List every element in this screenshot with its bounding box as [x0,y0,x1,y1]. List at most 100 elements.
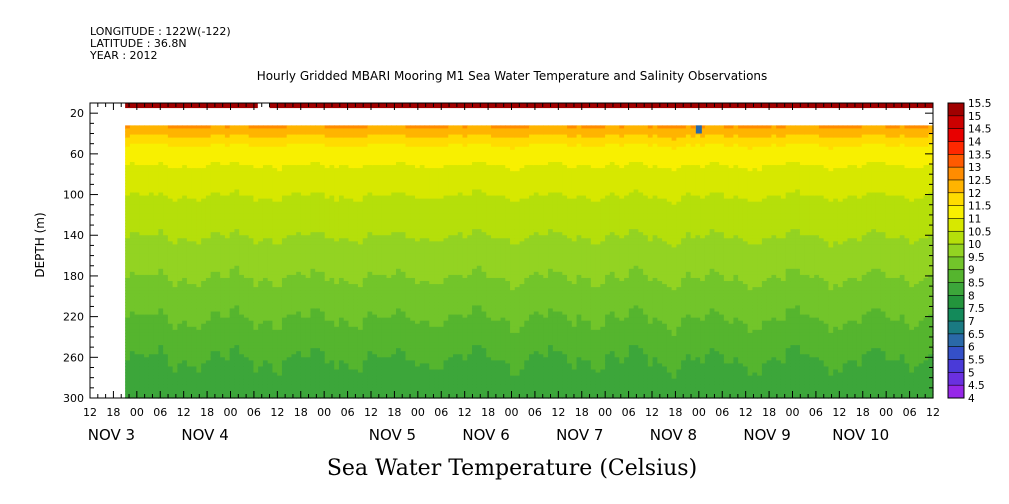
temperature-cell [186,198,193,203]
temperature-cell [153,177,159,181]
temperature-cell [182,268,188,273]
temperature-cell [139,265,145,270]
temperature-cell [182,247,188,252]
temperature-cell [182,366,188,371]
temperature-cell [134,232,140,236]
temperature-cell [125,189,131,194]
temperature-cell [210,366,217,371]
temperature-cell [201,158,207,163]
temperature-cell [139,162,145,166]
temperature-cell [201,369,207,374]
temperature-cell [167,290,174,294]
temperature-cell [139,302,145,307]
temperature-cell [191,128,198,133]
temperature-cell [158,274,164,279]
temperature-cell [201,320,207,325]
temperature-cell [139,253,145,258]
temperature-cell [139,195,145,200]
temperature-cell [215,204,221,209]
temperature-cell [158,232,164,236]
temperature-cell [158,162,164,166]
temperature-cell [144,192,150,197]
temperature-cell [129,387,136,392]
temperature-cell [177,204,183,209]
temperature-cell [125,174,131,178]
temperature-cell [220,284,226,288]
temperature-cell [201,296,207,300]
temperature-cell [125,152,131,157]
temperature-cell [153,259,159,264]
temperature-cell [215,143,221,148]
latitude-label: LATITUDE : 36.8N [90,37,187,50]
temperature-cell [196,241,202,245]
temperature-cell [129,152,136,157]
temperature-cell [172,302,178,307]
temperature-cell [144,366,150,371]
temperature-cell [153,189,159,194]
temperature-cell [210,271,217,276]
temperature-cell [167,314,174,319]
temperature-cell [129,265,136,270]
temperature-cell [139,241,145,245]
temperature-cell [172,223,178,227]
temperature-cell [196,232,202,236]
temperature-cell [148,253,155,258]
temperature-cell [182,363,188,368]
temperature-cell [158,171,164,175]
temperature-cell [163,174,169,178]
temperature-cell [220,128,226,133]
temperature-cell [201,238,207,242]
temperature-cell [210,131,217,136]
temperature-cell [196,354,202,358]
temperature-cell [201,183,207,188]
temperature-cell [215,137,221,142]
temperature-cell [139,317,145,322]
temperature-cell [210,241,217,245]
temperature-cell [220,171,226,175]
temperature-cell [210,152,217,157]
temperature-cell [205,162,212,166]
temperature-cell [215,348,221,352]
temperature-cell [191,308,198,313]
temperature-cell [153,250,159,255]
temperature-cell [220,247,226,252]
temperature-cell [144,134,150,139]
temperature-cell [191,390,198,395]
temperature-cell [186,296,193,300]
temperature-cell [224,131,231,136]
temperature-cell [158,366,164,371]
temperature-cell [125,293,131,297]
temperature-cell [210,302,217,307]
temperature-cell [201,223,207,227]
temperature-cell [201,155,207,160]
temperature-cell [144,323,150,328]
temperature-cell [148,168,155,172]
temperature-cell [153,360,159,365]
temperature-cell [215,345,221,349]
temperature-cell [205,223,212,227]
temperature-cell [148,326,155,331]
temperature-cell [158,287,164,291]
temperature-cell [215,366,221,371]
temperature-cell [144,281,150,285]
temperature-cell [172,183,178,188]
temperature-cell [163,143,169,148]
temperature-cell [215,351,221,355]
temperature-cell [210,247,217,252]
temperature-cell [196,375,202,380]
temperature-cell [163,335,169,340]
temperature-cell [163,363,169,368]
temperature-cell [224,146,231,151]
temperature-cell [220,274,226,279]
temperature-cell [215,140,221,145]
temperature-cell [134,165,140,169]
temperature-cell [205,314,212,319]
temperature-cell [186,140,193,145]
temperature-cell [158,363,164,368]
temperature-cell [210,174,217,178]
temperature-cell [129,311,136,316]
temperature-cell [215,180,221,184]
temperature-cell [201,381,207,386]
temperature-cell [205,262,212,267]
temperature-cell [144,238,150,242]
